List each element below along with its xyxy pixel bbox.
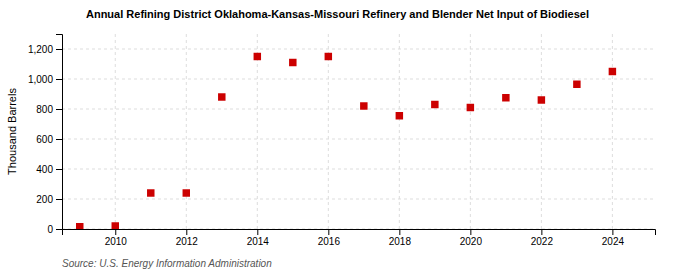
x-tick: 2020: [460, 229, 483, 247]
x-tick: 2022: [531, 229, 554, 247]
x-tick-label: 2018: [389, 236, 412, 247]
x-tick-label: 2024: [602, 236, 625, 247]
x-tick-mark: [470, 229, 471, 235]
x-grid-line: [612, 34, 613, 229]
x-grid-line: [541, 34, 542, 229]
y-tick: 800: [36, 104, 62, 115]
y-axis: 0 200 400 600 800 1,000 1,200: [28, 35, 63, 235]
y-tick-label: 0: [47, 224, 53, 235]
x-grid-line: [470, 34, 471, 229]
y-tick: 0: [47, 224, 62, 235]
point: [431, 101, 438, 108]
point: [360, 102, 367, 109]
title: Annual Refining District Oklahoma-Kansas…: [86, 8, 589, 20]
y-tick-label: 400: [36, 164, 53, 175]
y-grid-line: [62, 139, 655, 140]
y-axis-line: [56, 35, 63, 230]
point: [76, 223, 83, 229]
y-tick: 1,000: [28, 74, 62, 85]
y-tick-label: 800: [36, 104, 53, 115]
x-grid-line: [399, 34, 400, 229]
point: [396, 112, 403, 119]
source: Source: U.S. Energy Information Administ…: [62, 258, 272, 269]
x-axis-line: [63, 230, 656, 236]
plot-area: 2010 2012 2014 2016 2018 2020 2022 2024 0 200 400 6…: [28, 34, 656, 247]
y-tick-mark: [56, 49, 62, 50]
y-tick: 400: [36, 164, 62, 175]
y-grid-line: [62, 49, 655, 50]
x-tick-label: 2012: [176, 236, 199, 247]
y-grid-line: [62, 199, 655, 200]
x-tick-mark: [328, 229, 329, 235]
x-tick: 2018: [389, 229, 412, 247]
x-grid-line: [186, 34, 187, 229]
y-tick-mark: [56, 199, 62, 200]
point: [183, 189, 190, 196]
point: [467, 104, 474, 111]
x-grid-line: [257, 34, 258, 229]
x-tick-mark: [399, 229, 400, 235]
x-tick-mark: [186, 229, 187, 235]
x-tick-label: 2022: [531, 236, 554, 247]
x-grid-line: [115, 34, 116, 229]
x-tick-mark: [612, 229, 613, 235]
x-tick: 2024: [602, 229, 625, 247]
y-grid-line: [62, 79, 655, 80]
point: [573, 81, 580, 88]
x-tick-label: 2016: [318, 236, 341, 247]
y-grid-line: [62, 169, 655, 170]
y-tick-label: 1,000: [28, 74, 53, 85]
point: [289, 59, 296, 66]
y-tick: 1,200: [28, 44, 62, 55]
point: [325, 53, 332, 60]
chart: 2010 2012 2014 2016 2018 2020 2022 2024 0 200 400 6…: [0, 0, 675, 275]
point: [502, 94, 509, 101]
x-tick-mark: [115, 229, 116, 235]
point: [609, 68, 616, 75]
x-tick-mark: [541, 229, 542, 235]
y-tick-label: 600: [36, 134, 53, 145]
y-tick-label: 200: [36, 194, 53, 205]
y-axis-title: Thousand Barrels: [6, 88, 18, 175]
point: [538, 96, 545, 103]
x-tick: 2010: [105, 229, 128, 247]
y-tick-label: 1,200: [28, 44, 53, 55]
y-tick-mark: [56, 229, 62, 230]
y-grid-line: [62, 109, 655, 110]
point: [218, 93, 225, 100]
y-tick-mark: [56, 79, 62, 80]
point: [147, 189, 154, 196]
y-tick: 600: [36, 134, 62, 145]
x-tick: 2014: [247, 229, 270, 247]
x-tick-label: 2014: [247, 236, 270, 247]
x-grid-line: [328, 34, 329, 229]
y-tick-mark: [56, 109, 62, 110]
x-tick-label: 2020: [460, 236, 483, 247]
points: [76, 53, 616, 229]
x-tick: 2016: [318, 229, 341, 247]
y-tick: 200: [36, 194, 62, 205]
point: [112, 222, 119, 229]
y-tick-mark: [56, 139, 62, 140]
x-tick-label: 2010: [105, 236, 128, 247]
point: [254, 53, 261, 60]
x-axis: 2010 2012 2014 2016 2018 2020 2022 2024: [63, 229, 656, 247]
x-tick-mark: [257, 229, 258, 235]
x-tick: 2012: [176, 229, 199, 247]
grid: [62, 34, 655, 229]
y-tick-mark: [56, 169, 62, 170]
